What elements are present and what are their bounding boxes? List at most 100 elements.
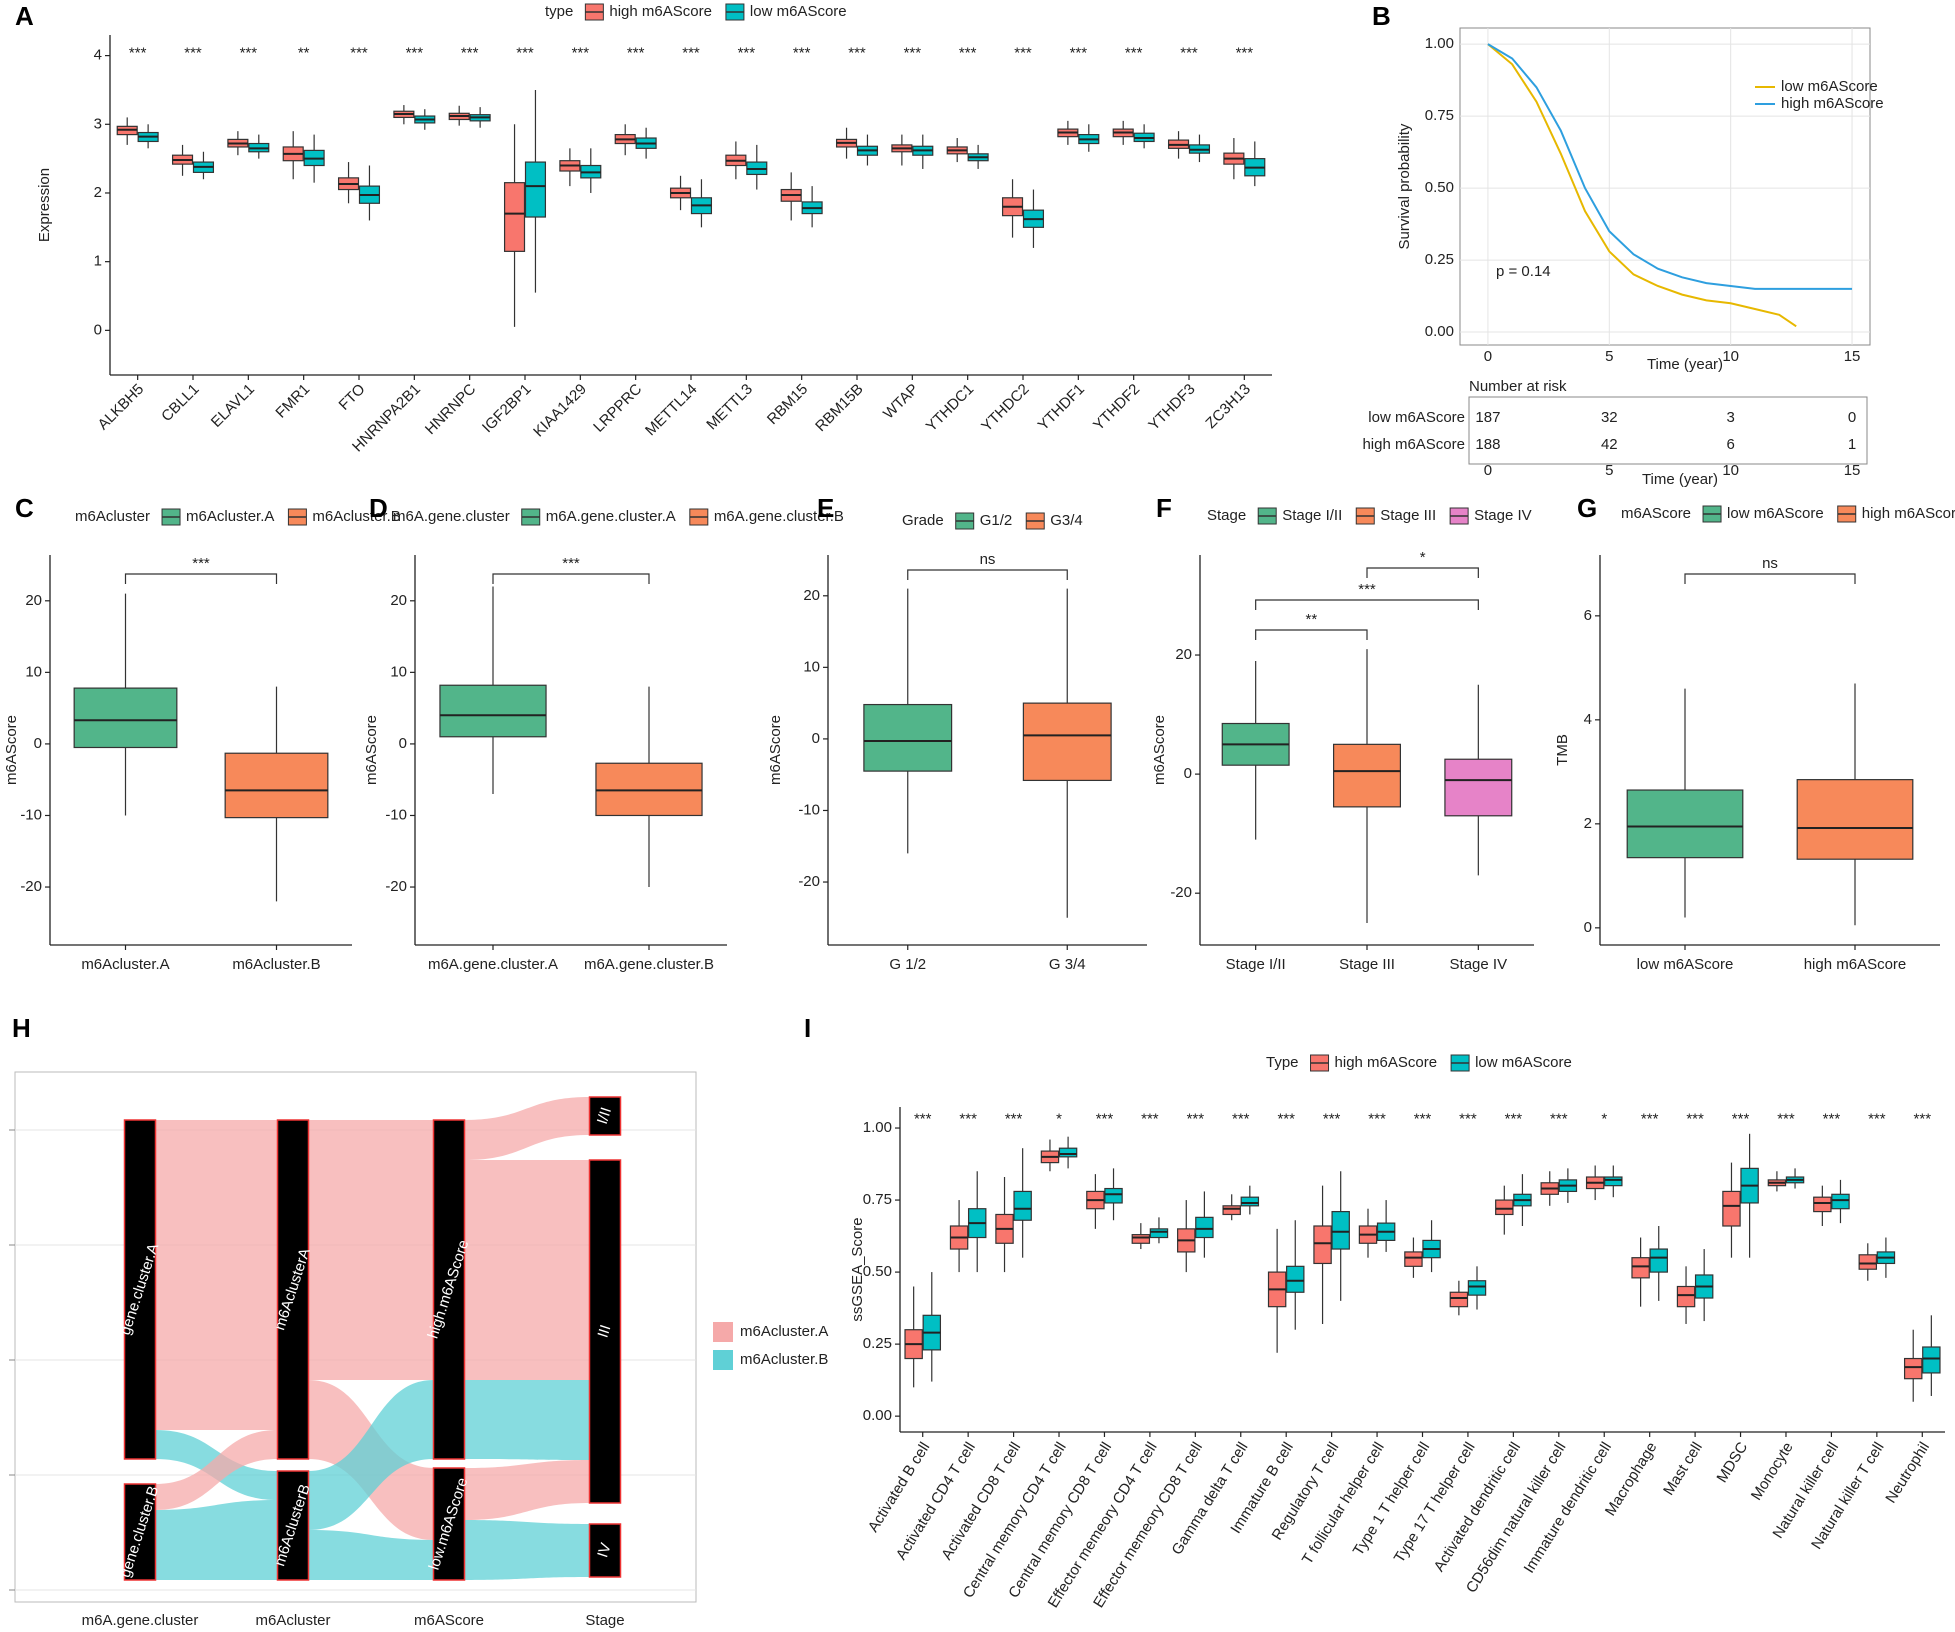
x-tick-label: Stage IV [1450, 956, 1508, 973]
box [1013, 1190, 1032, 1221]
comparison-label: ns [980, 551, 996, 568]
x-tick-label: METTL3 [703, 381, 756, 434]
y-tick-label: -20 [20, 878, 42, 895]
y-axis-label: ssGSEA_Score [849, 1217, 866, 1321]
significance: *** [1550, 1110, 1568, 1127]
x-tick-label: Type 17 T helper cell [1391, 1439, 1479, 1566]
box [1831, 1193, 1850, 1210]
legend-title: Stage [1207, 507, 1246, 524]
risk-row-name: high m6AScore [1362, 436, 1465, 453]
panel-label: F [1156, 493, 1172, 523]
x-tick-label: Monocyte [1748, 1439, 1797, 1503]
box [1313, 1225, 1332, 1265]
significance: *** [1368, 1110, 1386, 1127]
y-tick-label: -20 [1170, 884, 1192, 901]
legend-title: m6A.gene.cluster [393, 508, 510, 525]
y-tick-label: 3 [94, 115, 102, 132]
legend-label: low m6AScore [1727, 505, 1824, 522]
box [1722, 1190, 1741, 1227]
y-axis-label: Survival probability [1396, 123, 1413, 249]
y-tick-label: -20 [798, 873, 820, 890]
risk-count: 187 [1475, 409, 1500, 426]
box [1286, 1265, 1305, 1293]
significance: *** [1823, 1110, 1841, 1127]
significance: *** [627, 45, 645, 62]
y-tick-label: 1 [94, 253, 102, 270]
y-tick-label: 0 [34, 735, 42, 752]
y-tick-label: 10 [803, 658, 820, 675]
significance: *** [738, 45, 756, 62]
panel-label: E [817, 493, 834, 523]
legend-label: m6Acluster.A [186, 508, 274, 525]
x-tick-label: Activated dendritic cell [1431, 1439, 1525, 1575]
y-tick-label: -20 [385, 878, 407, 895]
x-tick-label: m6Acluster.A [81, 956, 169, 973]
box [1104, 1187, 1123, 1204]
box [1331, 1210, 1350, 1250]
x-tick-label: FTO [336, 381, 369, 414]
x-tick-label: m6Acluster.B [232, 956, 320, 973]
significance: *** [959, 45, 977, 62]
box [1649, 1248, 1668, 1273]
y-tick-label: 0 [399, 735, 407, 752]
y-tick-label: 0.00 [1425, 323, 1454, 340]
x-tick-label: KIAA1429 [530, 381, 590, 441]
significance: ** [298, 45, 310, 62]
box [1858, 1254, 1878, 1270]
significance: *** [1414, 1110, 1432, 1127]
risk-table-frame [1468, 396, 1868, 465]
panel-label: H [12, 1013, 31, 1043]
x-tick-label: G 1/2 [889, 956, 926, 973]
significance: *** [1232, 1110, 1250, 1127]
risk-count: 188 [1475, 436, 1500, 453]
y-tick-label: 2 [1584, 815, 1592, 832]
x-tick-label: Activated CD4 T cell [893, 1439, 979, 1563]
box [1195, 1216, 1214, 1239]
annotation: p = 0.14 [1496, 263, 1551, 280]
y-tick-label: 10 [390, 663, 407, 680]
flow [155, 1500, 278, 1580]
x-tick-label: METTL14 [642, 381, 701, 440]
x-tick-label: 15 [1844, 348, 1861, 365]
box [1222, 1205, 1241, 1216]
y-axis-label: Expression [36, 168, 53, 242]
risk-count: 42 [1601, 436, 1618, 453]
y-tick-label: 1.00 [1425, 35, 1454, 52]
legend-label: m6Acluster.B [740, 1351, 828, 1368]
x-tick-label: YTHDC1 [923, 381, 977, 435]
x-tick-label: RBM15B [812, 381, 866, 435]
node-label: III [594, 1323, 614, 1340]
box [1922, 1346, 1941, 1374]
bracket [907, 569, 1068, 580]
box [1449, 1291, 1469, 1308]
y-tick-label: -10 [798, 801, 820, 818]
y-tick-label: 1.00 [863, 1119, 892, 1136]
significance: *** [914, 1110, 932, 1127]
significance: *** [682, 45, 700, 62]
risk-count: 32 [1601, 409, 1618, 426]
significance: *** [793, 45, 811, 62]
panel-label: G [1577, 493, 1597, 523]
risk-table-title: Number at risk [1469, 378, 1567, 395]
y-tick-label: 0 [1584, 919, 1592, 936]
panel-label: I [804, 1013, 811, 1043]
significance: * [1601, 1110, 1607, 1127]
box [1604, 1176, 1623, 1187]
significance: *** [848, 45, 866, 62]
x-tick-label: 0 [1484, 348, 1492, 365]
bracket [492, 573, 650, 584]
significance: *** [1180, 45, 1198, 62]
x-tick-label: CBLL1 [158, 381, 202, 425]
comparison-label: *** [562, 555, 580, 572]
plot-panel [1459, 27, 1871, 346]
significance: *** [572, 45, 590, 62]
flow [464, 1520, 590, 1580]
significance: *** [1005, 1110, 1023, 1127]
y-tick-label: -10 [385, 806, 407, 823]
significance: *** [1070, 45, 1088, 62]
risk-count: 0 [1848, 409, 1856, 426]
significance: *** [184, 45, 202, 62]
significance: *** [1459, 1110, 1477, 1127]
y-tick-label: 20 [25, 592, 42, 609]
